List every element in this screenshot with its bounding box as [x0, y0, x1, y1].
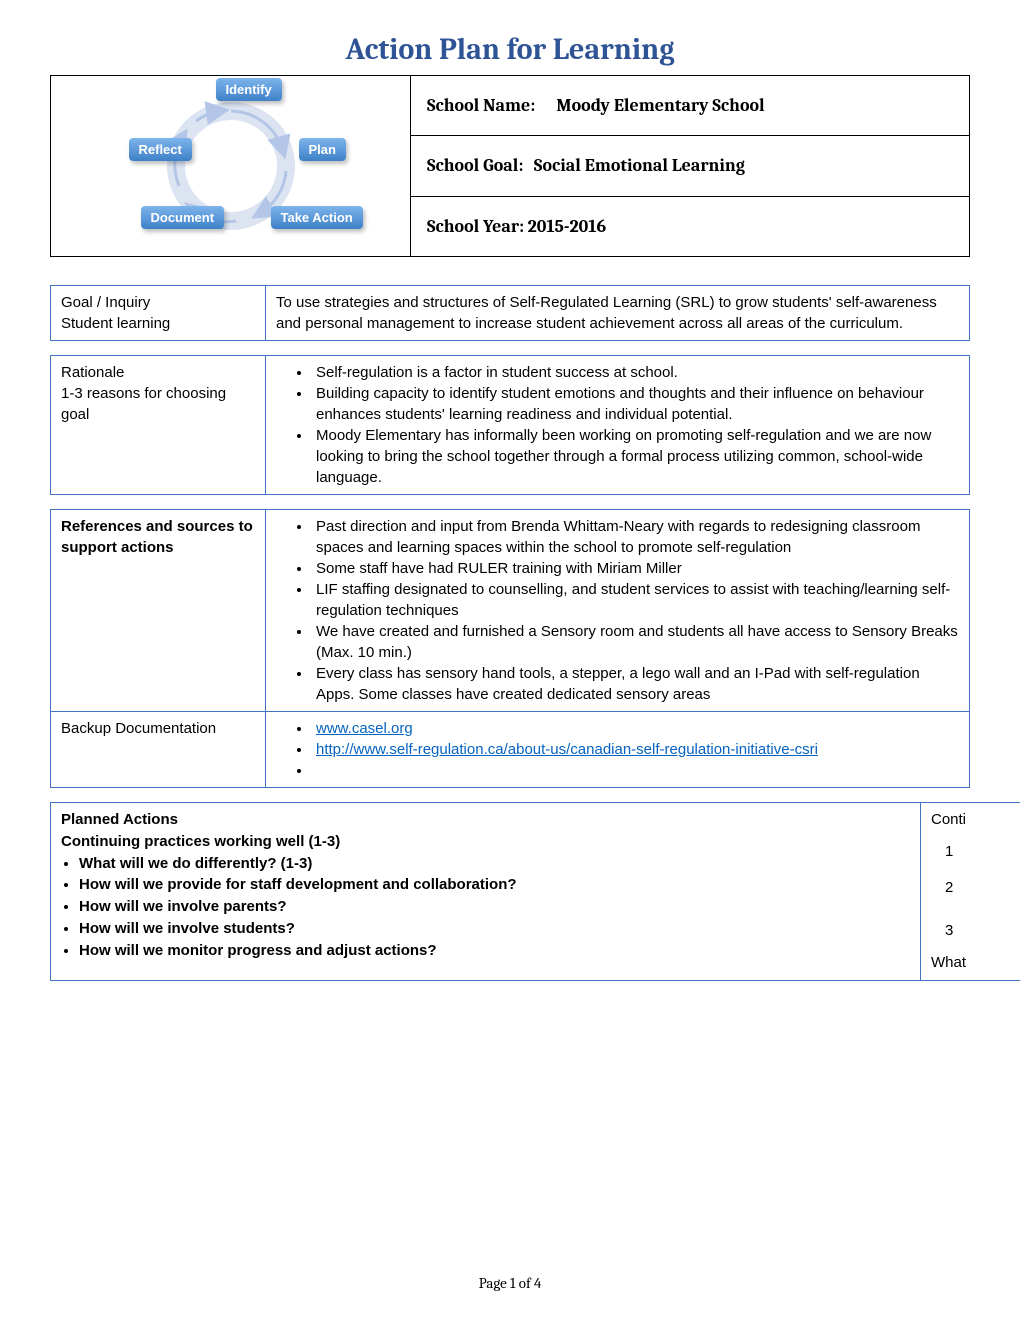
school-year-value: 2015-2016 [528, 216, 607, 237]
backup-link[interactable]: http://www.self-regulation.ca/about-us/c… [316, 741, 818, 758]
cycle-node: Identify [216, 78, 282, 101]
goal-label-cell: Goal / Inquiry Student learning [51, 286, 266, 341]
cycle-node: Document [141, 206, 225, 229]
school-goal-row: School Goal: Social Emotional Learning [411, 136, 970, 196]
list-item: How will we provide for staff developmen… [79, 874, 910, 896]
list-item: www.casel.org [312, 718, 959, 739]
list-item: Some staff have had RULER training with … [312, 558, 959, 579]
planned-bullets-list: What will we do differently? (1-3)How wi… [61, 853, 910, 962]
school-goal-value: Social Emotional Learning [534, 155, 745, 176]
planned-actions-table: Planned Actions Continuing practices wor… [50, 802, 1020, 981]
school-year-label: School Year: [427, 216, 524, 237]
backup-items-cell: www.casel.org http://www.self-regulation.… [266, 712, 970, 788]
references-list: Past direction and input from Brenda Whi… [276, 516, 959, 705]
school-name-label: School Name: [427, 95, 535, 116]
list-item: How will we involve parents? [79, 896, 910, 918]
references-label-cell: References and sources to support action… [51, 510, 266, 712]
cycle-node: Plan [299, 138, 346, 161]
planned-subheading: Continuing practices working well (1-3) [61, 833, 340, 850]
list-item: Self-regulation is a factor in student s… [312, 362, 959, 383]
school-year-row: School Year: 2015-2016 [411, 196, 970, 256]
planned-right-num: 2 [931, 877, 1020, 899]
rationale-label-2: 1-3 reasons for choosing goal [61, 383, 255, 425]
list-item: How will we monitor progress and adjust … [79, 940, 910, 962]
backup-label-cell: Backup Documentation [51, 712, 266, 788]
rationale-label-cell: Rationale 1-3 reasons for choosing goal [51, 356, 266, 495]
list-item: Past direction and input from Brenda Whi… [312, 516, 959, 558]
rationale-label-1: Rationale [61, 362, 255, 383]
page-title: Action Plan for Learning [50, 32, 970, 67]
goal-label-2: Student learning [61, 313, 255, 334]
references-table: References and sources to support action… [50, 509, 970, 788]
goal-table: Goal / Inquiry Student learning To use s… [50, 285, 970, 341]
goal-label-1: Goal / Inquiry [61, 292, 255, 313]
rationale-items-cell: Self-regulation is a factor in student s… [266, 356, 970, 495]
page-footer: Page 1 of 4 [0, 1274, 1020, 1292]
rationale-table: Rationale 1-3 reasons for choosing goal … [50, 355, 970, 495]
list-item: Building capacity to identify student em… [312, 383, 959, 425]
references-items-cell: Past direction and input from Brenda Whi… [266, 510, 970, 712]
cycle-node: Reflect [129, 138, 192, 161]
planned-right-num: 1 [931, 841, 1020, 863]
planned-heading: Planned Actions [61, 811, 178, 828]
list-item: Moody Elementary has informally been wor… [312, 425, 959, 488]
school-goal-label: School Goal: [427, 155, 523, 176]
planned-right-trail: What [931, 952, 1020, 974]
cycle-diagram-cell: Identify Plan Take Action Document Reflect [51, 76, 411, 257]
cycle-diagram: Identify Plan Take Action Document Reflect [61, 76, 401, 256]
planned-right-num: 3 [931, 920, 1020, 942]
school-name-row: School Name: Moody Elementary School [411, 76, 970, 136]
list-item: http://www.self-regulation.ca/about-us/c… [312, 739, 959, 760]
planned-left-cell: Planned Actions Continuing practices wor… [51, 803, 921, 981]
list-item: LIF staffing designated to counselling, … [312, 579, 959, 621]
list-item: We have created and furnished a Sensory … [312, 621, 959, 663]
backup-list: www.casel.org http://www.self-regulation.… [276, 718, 959, 781]
backup-link[interactable]: www.casel.org [316, 720, 413, 737]
rationale-list: Self-regulation is a factor in student s… [276, 362, 959, 488]
school-name-value: Moody Elementary School [556, 95, 764, 116]
planned-right-cell: Conti 1 2 3 What [921, 803, 1020, 981]
list-item: How will we involve students? [79, 918, 910, 940]
goal-text: To use strategies and structures of Self… [266, 286, 970, 341]
list-item: What will we do differently? (1-3) [79, 853, 910, 875]
list-item [312, 760, 959, 781]
planned-right-heading: Conti [931, 809, 1020, 831]
list-item: Every class has sensory hand tools, a st… [312, 663, 959, 705]
header-table: Identify Plan Take Action Document Reflect S… [50, 75, 970, 257]
cycle-node: Take Action [271, 206, 363, 229]
references-label: References and sources to support action… [61, 518, 253, 556]
